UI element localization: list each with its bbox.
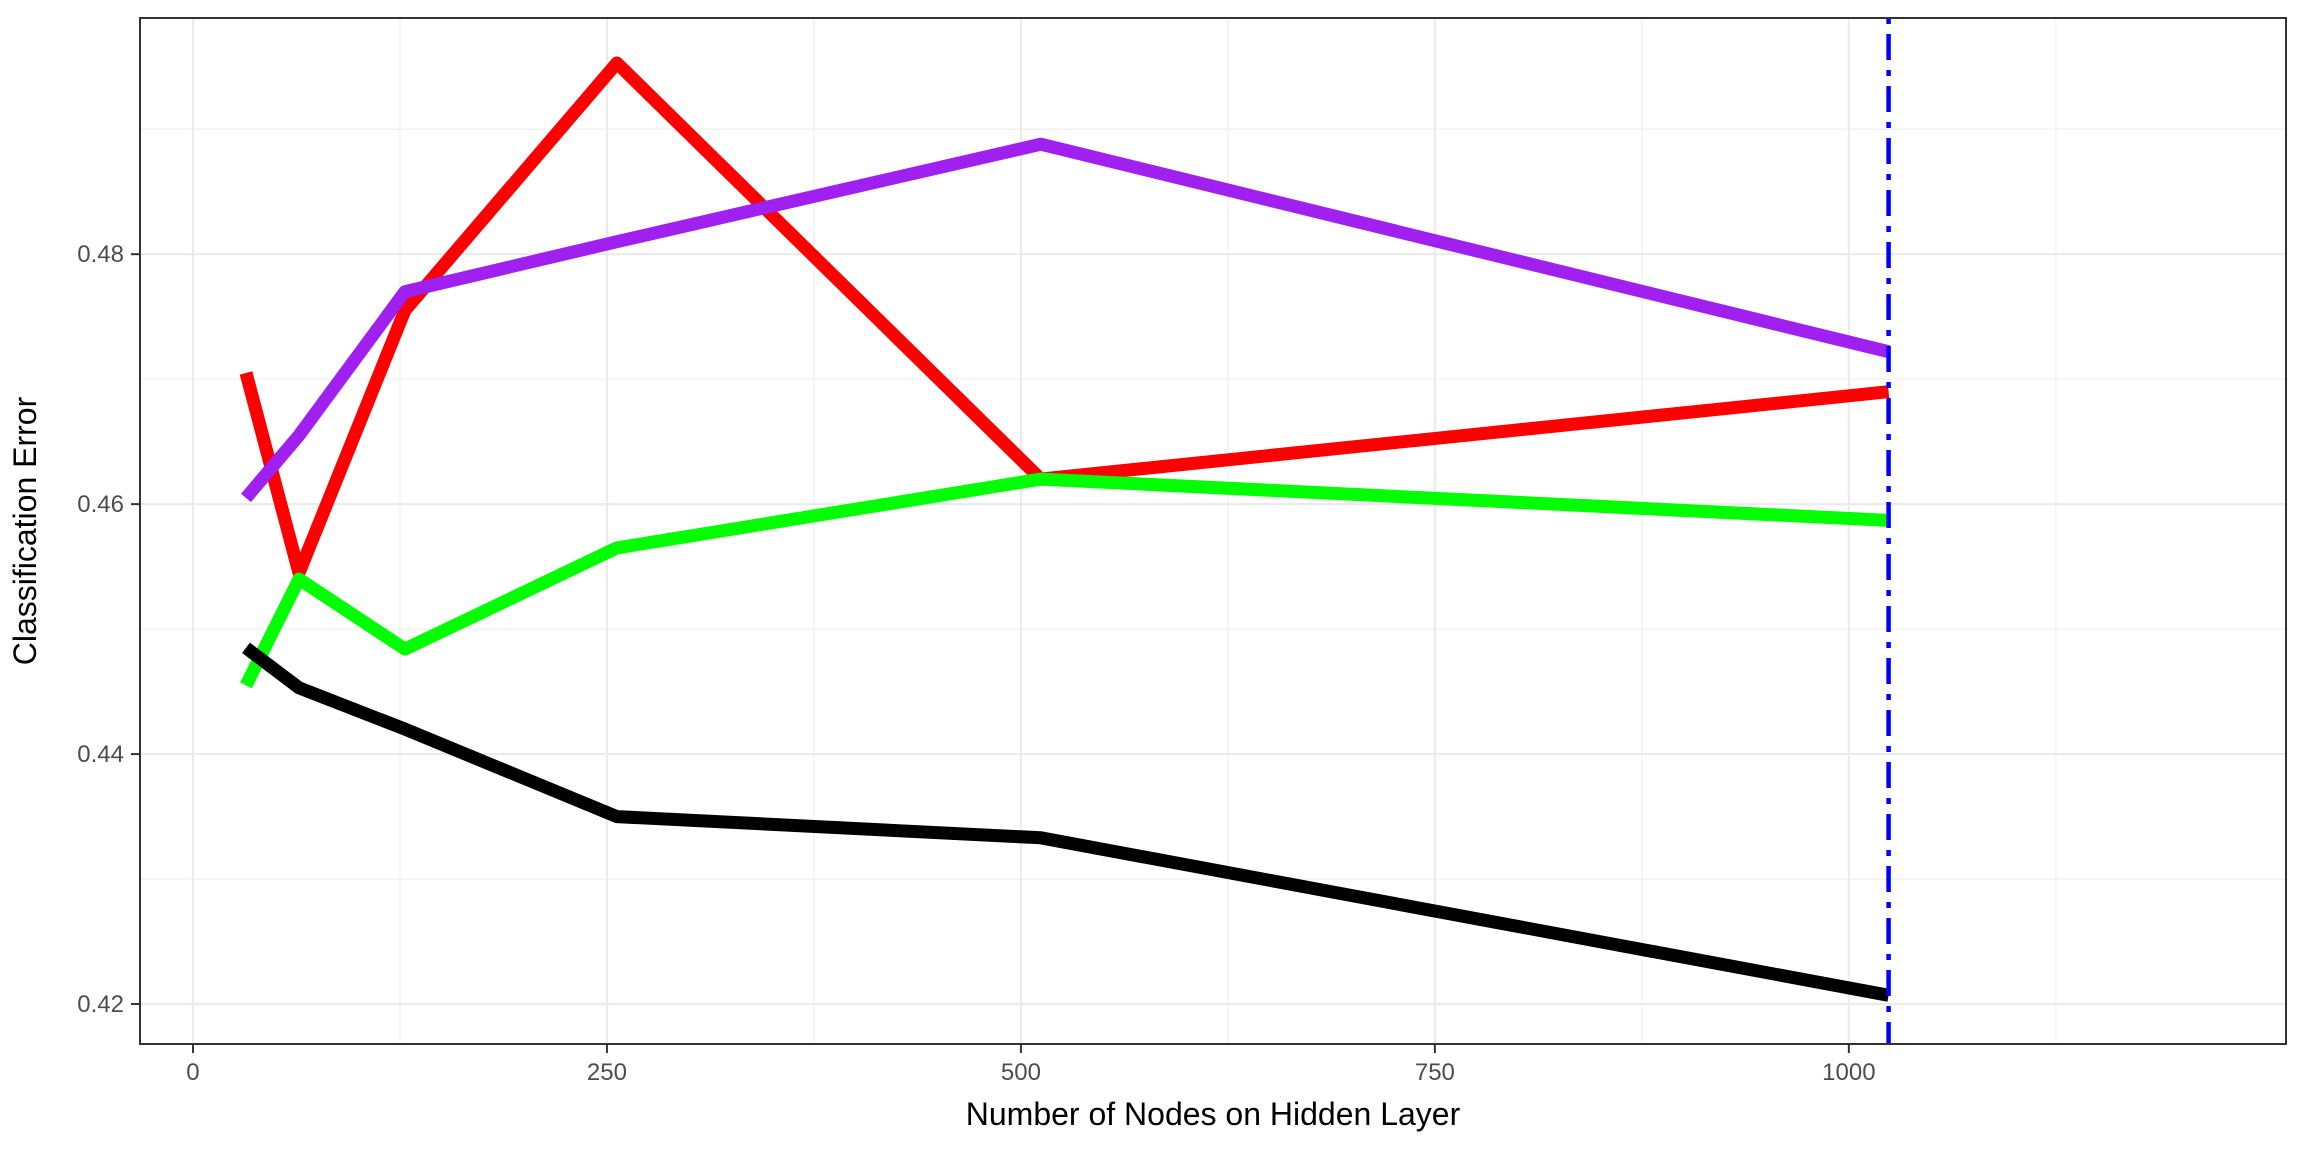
y-tick-label: 0.44: [77, 741, 124, 768]
series-line-1: [239, 56, 1890, 580]
y-tick-label: 0.48: [77, 241, 124, 268]
x-tick-label: 1000: [1822, 1059, 1875, 1086]
series-line-3: [240, 472, 1889, 689]
x-tick-label: 0: [186, 1059, 199, 1086]
series-line-2: [241, 137, 1891, 503]
y-tick-label: 0.46: [77, 491, 124, 518]
plot-panel-border: [139, 17, 2287, 1045]
y-tick-label: 0.42: [77, 991, 124, 1018]
y-axis-title: Classification Error: [7, 396, 43, 665]
x-tick-label: 500: [1001, 1059, 1041, 1086]
x-tick-label: 750: [1415, 1059, 1455, 1086]
series-line-4: [242, 642, 1890, 1002]
plot-panel-background: [140, 18, 2286, 1044]
x-tick-label: 250: [587, 1059, 627, 1086]
x-axis-title: Number of Nodes on Hidden Layer: [966, 1096, 1461, 1132]
